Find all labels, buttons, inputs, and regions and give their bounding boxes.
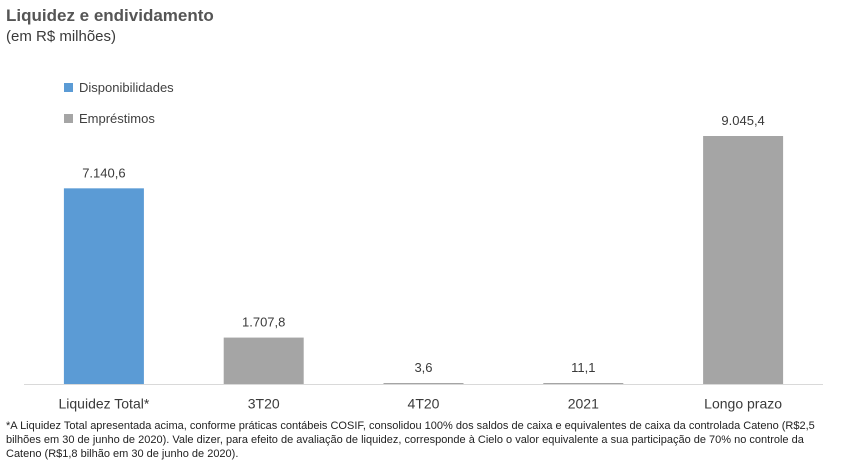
data-label-3t20: 1.707,8	[242, 315, 285, 330]
bar-2021	[543, 383, 624, 385]
category-label-4t20: 4T20	[408, 396, 440, 412]
data-label-2021: 11,1	[571, 360, 595, 375]
legend-item-disponibilidades: Disponibilidades	[64, 72, 174, 103]
category-label-2021: 2021	[568, 396, 599, 412]
chart-subtitle: (em R$ milhões)	[6, 28, 117, 45]
category-label-longo-prazo: Longo prazo	[704, 396, 782, 412]
bar-liquidez-total	[63, 188, 144, 385]
category-label-3t20: 3T20	[248, 396, 280, 412]
bar-3t20	[223, 337, 304, 385]
category-label-liquidez-total: Liquidez Total*	[58, 396, 149, 412]
chart-title: Liquidez e endividamento	[6, 6, 214, 25]
legend-label-disponibilidades: Disponibilidades	[79, 80, 174, 95]
legend-item-emprestimos: Empréstimos	[64, 103, 174, 134]
data-label-longo-prazo: 9.045,4	[721, 113, 764, 128]
legend-swatch-emprestimos	[64, 114, 73, 123]
chart-legend: Disponibilidades Empréstimos	[64, 72, 174, 134]
bar-4t20	[383, 383, 464, 385]
legend-label-emprestimos: Empréstimos	[79, 111, 155, 126]
data-label-liquidez-total: 7.140,6	[82, 165, 125, 180]
data-label-4t20: 3,6	[414, 360, 432, 375]
bar-longo-prazo	[703, 136, 784, 385]
legend-swatch-disponibilidades	[64, 83, 73, 92]
footnote: *A Liquidez Total apresentada acima, con…	[6, 420, 815, 460]
